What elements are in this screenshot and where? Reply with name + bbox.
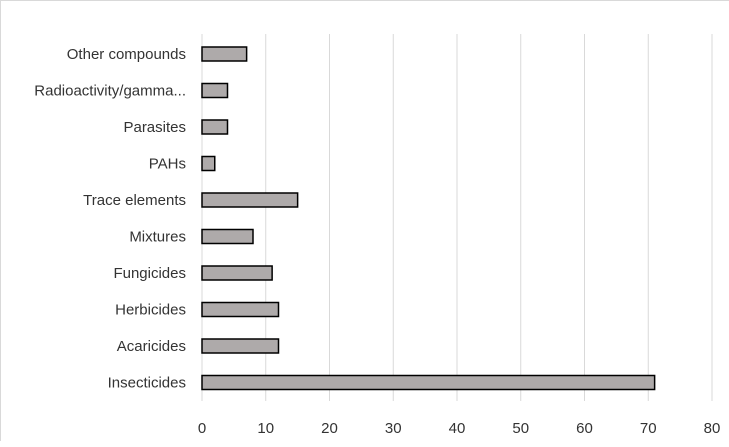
- x-tick-label: 70: [640, 420, 657, 437]
- x-tick-label: 80: [704, 420, 721, 437]
- category-label: Acaricides: [117, 338, 186, 355]
- bar-parasites: [201, 119, 229, 135]
- category-label: Mixtures: [129, 229, 186, 246]
- category-label: Insecticides: [108, 375, 186, 392]
- bar-insecticides: [201, 374, 656, 391]
- bar-fungicides: [201, 265, 273, 281]
- x-tick-label: 30: [385, 420, 402, 437]
- bar-acaricides: [201, 338, 280, 354]
- category-labels: Insecticides Acaricides Herbicides Fungicid…: [34, 46, 186, 392]
- category-label: Other compounds: [67, 46, 186, 63]
- bar-radioactivity-gamma: [201, 82, 229, 99]
- grid-lines: [201, 34, 713, 401]
- category-label: Trace elements: [83, 192, 186, 209]
- category-label: Parasites: [123, 119, 186, 136]
- bar-pahs: [201, 155, 216, 172]
- x-axis-tick-labels: 0 10 20 30 40 50 60 70 80: [198, 420, 721, 437]
- x-tick-label: 50: [512, 420, 529, 437]
- category-label: Radioactivity/gamma...: [34, 83, 186, 100]
- bars: [201, 46, 656, 391]
- category-label: Herbicides: [115, 302, 186, 319]
- x-tick-label: 20: [321, 420, 338, 437]
- category-label: Fungicides: [113, 265, 186, 282]
- x-tick-label: 10: [257, 420, 274, 437]
- bar-herbicides: [201, 301, 280, 318]
- bar-trace-elements: [201, 192, 299, 208]
- bar-mixtures: [201, 228, 254, 245]
- x-tick-label: 0: [198, 420, 206, 437]
- category-label: PAHs: [149, 156, 186, 173]
- x-tick-label: 40: [449, 420, 466, 437]
- bar-other-compounds: [201, 46, 248, 62]
- x-tick-label: 60: [576, 420, 593, 437]
